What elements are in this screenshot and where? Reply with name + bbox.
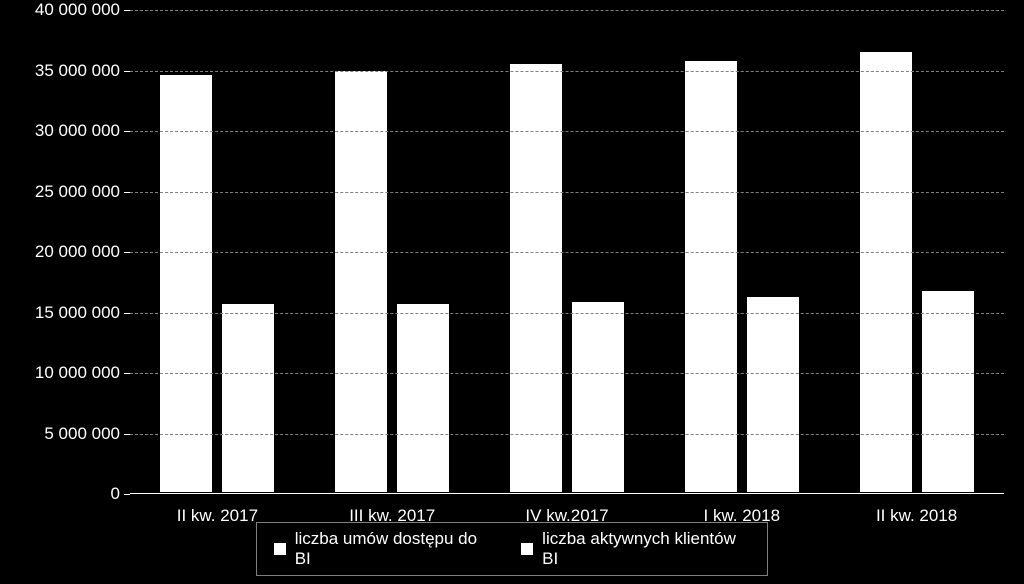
y-tick-mark xyxy=(124,252,130,253)
bar xyxy=(746,296,800,493)
y-tick-label: 20 000 000 xyxy=(0,242,120,262)
bar xyxy=(396,303,450,493)
gridline xyxy=(130,434,1004,435)
bar xyxy=(221,303,275,493)
y-tick-label: 5 000 000 xyxy=(0,424,120,444)
bar xyxy=(921,290,975,493)
y-tick-label: 40 000 000 xyxy=(0,0,120,20)
y-tick-mark xyxy=(124,434,130,435)
gridline xyxy=(130,252,1004,253)
legend-swatch-icon xyxy=(520,542,534,556)
y-tick-mark xyxy=(124,192,130,193)
y-tick-label: 35 000 000 xyxy=(0,61,120,81)
gridline xyxy=(130,131,1004,132)
y-tick-mark xyxy=(124,10,130,11)
y-tick-label: 30 000 000 xyxy=(0,121,120,141)
y-tick-mark xyxy=(124,494,130,495)
bar xyxy=(334,70,388,494)
gridline xyxy=(130,71,1004,72)
bar xyxy=(509,63,563,493)
bar-chart: 0 5 000 000 10 000 000 15 000 000 20 000 000… xyxy=(0,0,1024,584)
y-tick-label: 15 000 000 xyxy=(0,303,120,323)
y-tick-mark xyxy=(124,313,130,314)
bar xyxy=(859,51,913,493)
legend: liczba umów dostępu do BI liczba aktywny… xyxy=(256,522,768,576)
y-tick-label: 0 xyxy=(0,484,120,504)
y-tick-mark xyxy=(124,131,130,132)
legend-swatch-icon xyxy=(273,542,287,556)
y-tick-label: 25 000 000 xyxy=(0,182,120,202)
bar xyxy=(571,301,625,493)
gridline xyxy=(130,313,1004,314)
y-tick-label: 10 000 000 xyxy=(0,363,120,383)
legend-item-series-1: liczba umów dostępu do BI xyxy=(273,529,492,569)
gridline xyxy=(130,192,1004,193)
bar xyxy=(159,74,213,493)
plot-area xyxy=(130,10,1004,494)
y-tick-mark xyxy=(124,373,130,374)
legend-item-series-2: liczba aktywnych klientów BI xyxy=(520,529,751,569)
legend-label: liczba umów dostępu do BI xyxy=(295,529,493,569)
bar xyxy=(684,60,738,493)
x-tick-label: II kw. 2018 xyxy=(829,506,1004,526)
legend-label: liczba aktywnych klientów BI xyxy=(542,529,751,569)
y-tick-mark xyxy=(124,71,130,72)
gridline xyxy=(130,373,1004,374)
gridline xyxy=(130,10,1004,11)
